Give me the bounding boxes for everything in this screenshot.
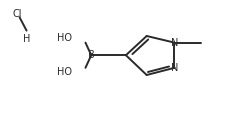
Text: N: N [171,63,178,73]
Text: HO: HO [57,33,72,43]
Text: H: H [23,34,30,44]
Text: HO: HO [57,67,72,77]
Text: B: B [88,50,95,60]
Text: N: N [171,38,178,48]
Text: Cl: Cl [13,9,22,19]
